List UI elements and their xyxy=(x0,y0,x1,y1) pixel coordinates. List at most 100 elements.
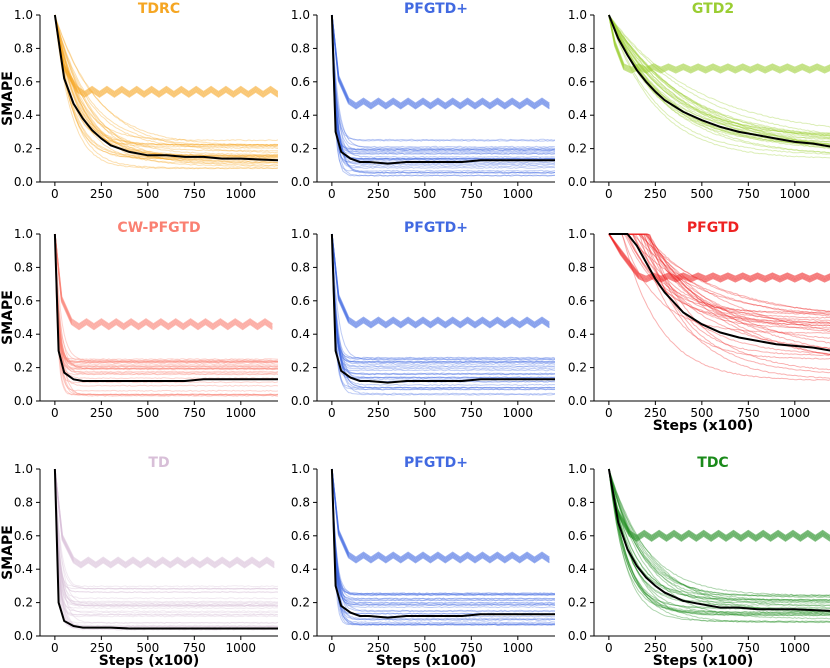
run-line xyxy=(54,468,278,606)
run-line xyxy=(54,468,278,613)
x-tick-label: 250 xyxy=(90,641,113,655)
run-line xyxy=(331,468,555,600)
y-tick-label: 0.6 xyxy=(291,529,310,543)
run-line xyxy=(331,14,555,172)
run-line xyxy=(54,469,278,607)
run-line xyxy=(331,14,555,160)
run-line xyxy=(54,233,278,363)
run-line xyxy=(331,15,555,155)
y-tick-label: 0.6 xyxy=(568,294,587,308)
run-line xyxy=(608,233,830,327)
run-line xyxy=(331,15,555,177)
run-line xyxy=(54,234,278,387)
run-line xyxy=(608,233,830,371)
run-line xyxy=(54,234,278,363)
run-line xyxy=(54,15,278,146)
y-tick-label: 0.4 xyxy=(568,327,587,341)
run-line xyxy=(608,469,830,624)
run-line xyxy=(608,233,830,349)
y-tick-label: 0.0 xyxy=(291,175,310,189)
run-line xyxy=(331,468,555,605)
y-tick-label: 0.4 xyxy=(291,327,310,341)
run-line xyxy=(331,233,555,372)
run-line xyxy=(608,468,830,597)
oscillating-run xyxy=(331,14,550,107)
run-line xyxy=(331,15,555,150)
oscillating-run xyxy=(54,468,275,566)
run-line xyxy=(331,14,555,155)
run-line xyxy=(331,469,555,615)
oscillating-run xyxy=(608,14,830,73)
oscillating-run xyxy=(54,233,273,325)
oscillating-run xyxy=(54,468,275,569)
run-line xyxy=(331,233,555,379)
plot-area xyxy=(53,468,278,631)
run-line xyxy=(608,468,830,614)
run-line xyxy=(608,233,830,356)
run-line xyxy=(54,468,278,628)
run-line xyxy=(331,234,555,396)
run-line xyxy=(331,468,555,612)
x-axis-label: Steps (x100) xyxy=(653,418,754,434)
run-line xyxy=(54,15,278,159)
oscillating-run xyxy=(54,468,275,568)
run-line xyxy=(54,14,278,154)
subplot-5: 0.0 0.2 0.4 0.6 0.8 1.0 0 250 500 750 1000 PFGTD+ xyxy=(291,220,555,420)
run-line xyxy=(331,468,555,613)
plot-area xyxy=(607,468,830,624)
run-line xyxy=(331,468,555,596)
run-line xyxy=(608,233,830,333)
y-tick-label: 1.0 xyxy=(568,8,587,22)
run-line xyxy=(608,233,830,350)
run-line xyxy=(54,233,278,368)
run-line xyxy=(54,14,278,150)
run-line xyxy=(608,15,830,136)
run-line xyxy=(331,15,555,150)
run-line xyxy=(331,15,555,174)
run-line xyxy=(331,234,555,379)
mean-line xyxy=(53,233,278,382)
run-line xyxy=(608,233,830,331)
run-line xyxy=(331,15,555,166)
run-line xyxy=(608,469,830,603)
oscillating-run xyxy=(54,14,278,98)
run-line xyxy=(54,14,278,146)
y-tick-label: 0.6 xyxy=(14,294,33,308)
y-axis-label: SMAPE xyxy=(0,525,16,580)
run-line xyxy=(54,469,278,608)
oscillating-run xyxy=(608,14,830,74)
run-line xyxy=(608,468,830,602)
run-line xyxy=(54,233,278,392)
run-line xyxy=(54,14,278,147)
run-line xyxy=(331,233,555,363)
x-tick-label: 750 xyxy=(737,641,760,655)
run-line xyxy=(54,233,278,368)
run-line xyxy=(54,469,278,628)
y-axis-label: SMAPE xyxy=(0,290,16,345)
oscillating-run xyxy=(54,233,273,331)
run-line xyxy=(331,15,555,160)
run-line xyxy=(331,233,555,386)
run-line xyxy=(54,234,278,363)
subplot-6: 0.0 0.2 0.4 0.6 0.8 1.0 0 250 500 750 1000 PFGTD Ste… xyxy=(568,220,830,434)
x-tick-label: 250 xyxy=(367,406,390,420)
run-line xyxy=(54,14,278,156)
oscillating-run xyxy=(608,233,830,280)
run-line xyxy=(54,469,278,603)
x-axis-label: Steps (x100) xyxy=(653,653,754,668)
run-line xyxy=(331,469,555,609)
run-line xyxy=(54,233,278,366)
run-line xyxy=(608,233,830,314)
oscillating-run xyxy=(331,233,550,324)
run-line xyxy=(331,468,555,604)
run-line xyxy=(54,469,278,590)
run-line xyxy=(54,234,278,396)
run-line xyxy=(608,14,830,139)
subplot-2: 0.0 0.2 0.4 0.6 0.8 1.0 0 250 500 750 1000 PFGTD+ xyxy=(291,1,555,201)
run-line xyxy=(331,469,555,626)
run-line xyxy=(331,233,555,364)
run-line xyxy=(608,233,830,325)
run-line xyxy=(54,233,278,373)
run-line xyxy=(331,14,555,174)
y-tick-label: 0.6 xyxy=(568,75,587,89)
